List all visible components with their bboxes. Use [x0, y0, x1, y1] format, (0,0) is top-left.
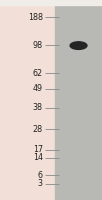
Text: 49: 49	[33, 84, 43, 93]
Text: 28: 28	[33, 124, 43, 134]
Text: 14: 14	[33, 154, 43, 162]
Text: 188: 188	[28, 12, 43, 21]
Bar	[0, 0, 55, 200]
Text: 3: 3	[38, 180, 43, 188]
Ellipse shape	[70, 42, 87, 49]
Bar	[55, 0, 102, 200]
Text: 62: 62	[33, 68, 43, 77]
Bar	[0, 0, 102, 5]
Text: 38: 38	[33, 104, 43, 112]
Text: 17: 17	[33, 146, 43, 154]
Text: 6: 6	[38, 170, 43, 180]
Text: 98: 98	[33, 40, 43, 49]
